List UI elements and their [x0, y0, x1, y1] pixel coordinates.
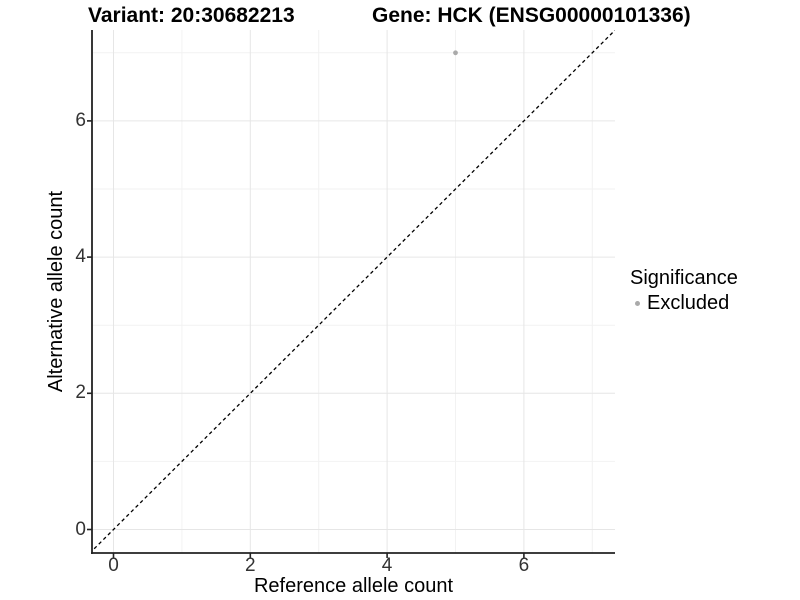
legend-entry: Excluded: [630, 292, 738, 314]
y-tick-label: 0: [75, 518, 86, 540]
legend: Significance Excluded: [630, 266, 738, 314]
legend-entries: Excluded: [630, 292, 738, 314]
y-tick-label: 2: [75, 382, 86, 404]
x-tick-label: 2: [245, 555, 256, 576]
x-tick-label: 6: [518, 555, 530, 576]
data-point: [453, 50, 458, 56]
legend-point-swatch: [635, 300, 640, 306]
variant-title: Variant: 20:30682213: [88, 4, 295, 27]
legend-title: Significance: [630, 267, 738, 289]
x-tick-label: 4: [381, 555, 393, 576]
gene-title: Gene: HCK (ENSG00000101336): [372, 4, 691, 27]
y-axis-title: Alternative allele count: [45, 190, 67, 393]
identity-line: [92, 30, 615, 552]
legend-entry-label: Excluded: [647, 292, 730, 314]
y-tick-label: 6: [75, 109, 86, 131]
x-tick-label: 0: [108, 555, 119, 576]
x-axis-title: Reference allele count: [253, 575, 453, 597]
y-tick-label: 4: [75, 246, 86, 268]
